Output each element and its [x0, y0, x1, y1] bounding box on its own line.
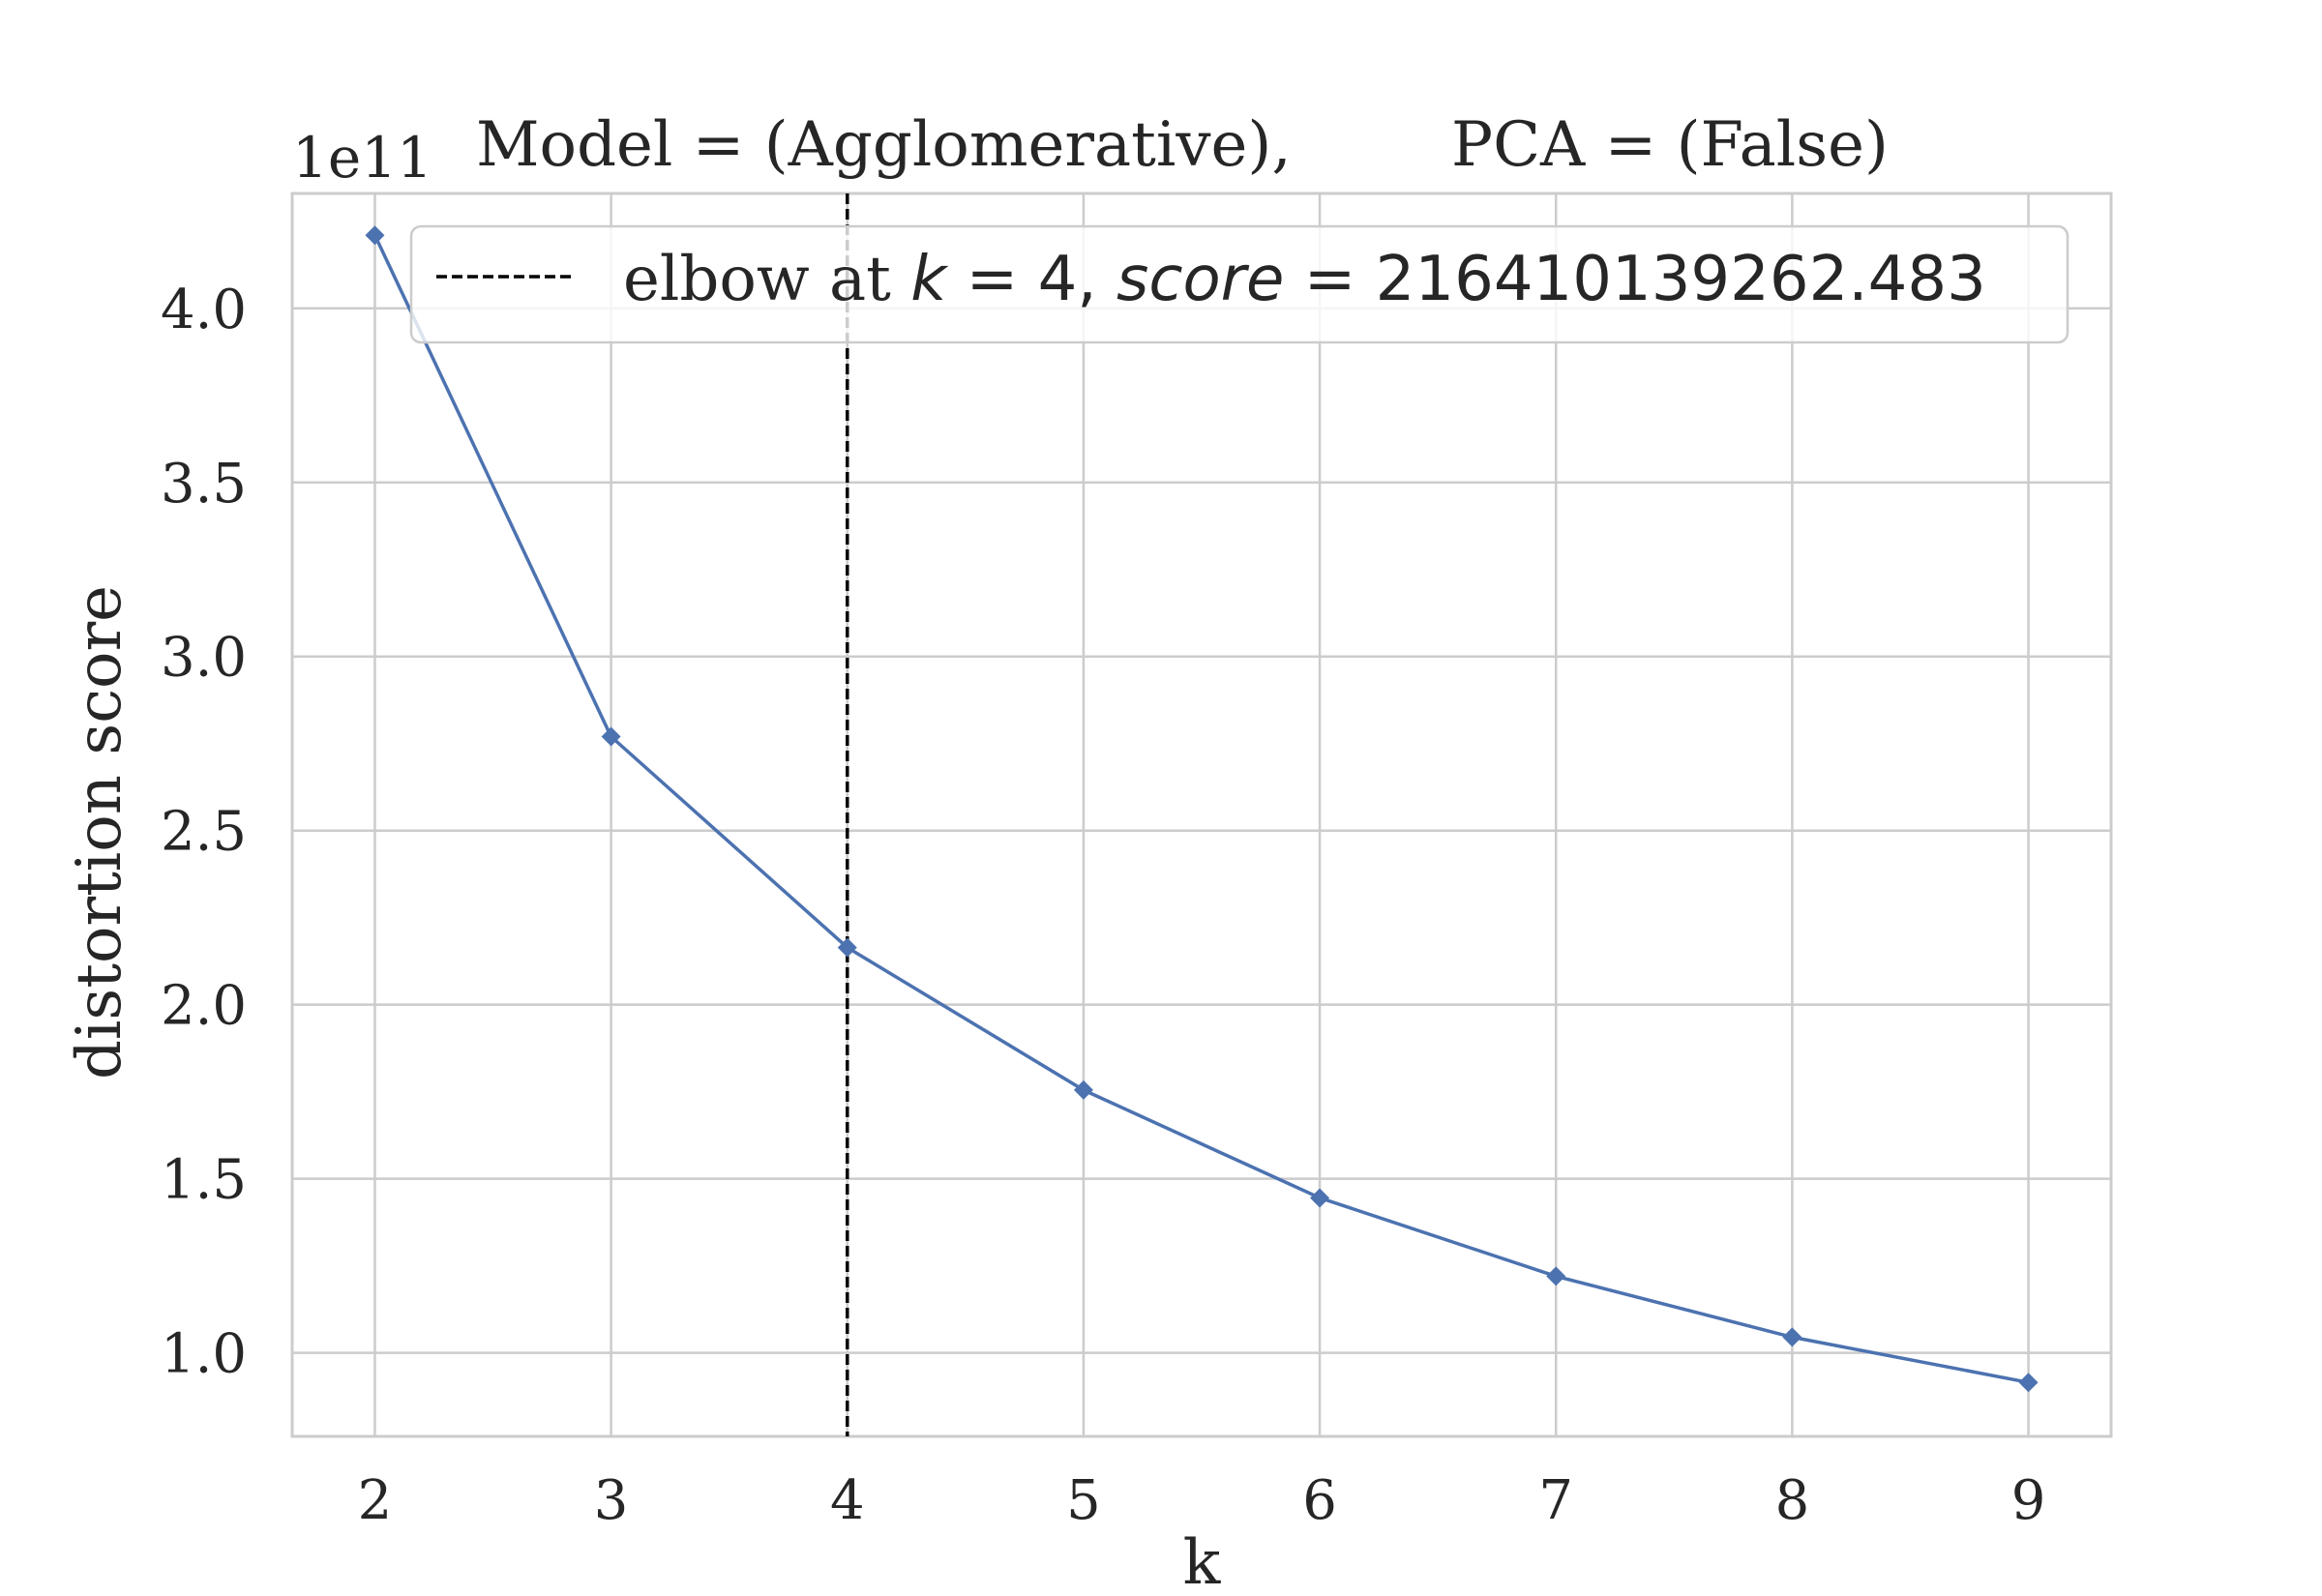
data-point-marker: [1546, 1266, 1566, 1286]
x-tick-label: 4: [830, 1469, 865, 1532]
y-tick-label: 3.5: [161, 453, 247, 516]
x-tick-label: 3: [594, 1469, 629, 1532]
legend-elbow-label: elbow at k = 4, score = 216410139262.483: [623, 244, 1986, 315]
distortion-series-line: [372, 234, 2029, 1384]
data-point-marker: [837, 937, 857, 958]
legend-separator: ,: [1077, 244, 1116, 315]
x-tick-label: 8: [1775, 1469, 1810, 1532]
legend-k-variable: k: [910, 244, 949, 315]
y-tick-label: 1.5: [161, 1149, 247, 1212]
legend-score-equals: =: [1284, 244, 1375, 315]
y-tick-label: 1.0: [161, 1323, 247, 1386]
legend-k-value: 4: [1038, 244, 1078, 315]
y-axis-offset-label: 1e11: [292, 125, 432, 191]
chart-title-model: Model = (Agglomerative),: [476, 109, 1292, 181]
x-tick-labels: 2 3 4 5 6 7 8 9: [358, 1469, 2046, 1532]
distortion-markers: [365, 225, 2039, 1393]
legend-prefix: elbow at: [623, 244, 910, 315]
x-tick-label: 9: [2011, 1469, 2046, 1532]
legend-score-variable: score: [1116, 244, 1284, 315]
data-point-marker: [1782, 1327, 1802, 1347]
data-point-marker: [365, 225, 385, 246]
legend-score-value: 216410139262.483: [1376, 244, 1986, 315]
x-tick-label: 7: [1538, 1469, 1573, 1532]
x-axis-label: k: [1183, 1527, 1222, 1596]
y-tick-label: 2.5: [161, 801, 247, 864]
x-tick-label: 6: [1302, 1469, 1337, 1532]
x-tick-label: 2: [358, 1469, 393, 1532]
data-point-marker: [1073, 1079, 1093, 1100]
chart-title-pca: PCA = (False): [1451, 109, 1889, 181]
legend-k-equals: =: [946, 244, 1037, 315]
y-tick-label: 3.0: [161, 627, 247, 690]
y-tick-label: 4.0: [161, 279, 247, 341]
legend: elbow at k = 4, score = 216410139262.483: [409, 224, 2069, 344]
y-tick-labels: 1.0 1.5 2.0 2.5 3.0 3.5 4.0: [161, 279, 247, 1386]
data-point-marker: [601, 726, 621, 747]
data-point-marker: [1310, 1188, 1330, 1208]
y-tick-label: 2.0: [161, 975, 247, 1038]
y-axis-label: distortion score: [64, 585, 135, 1079]
legend-box: [409, 224, 2069, 344]
x-tick-label: 5: [1066, 1469, 1101, 1532]
data-point-marker: [2018, 1373, 2039, 1393]
plot-frame: [290, 192, 2113, 1438]
